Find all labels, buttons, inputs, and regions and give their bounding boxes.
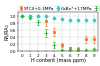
Legend: S7C4+0.3MPa, CaBe*+17MPa, 34CrMo4+900MPa: S7C4+0.3MPa, CaBe*+17MPa, 34CrMo4+900MPa — [18, 6, 100, 11]
X-axis label: H content (mass ppm): H content (mass ppm) — [31, 58, 85, 63]
Y-axis label: RA/RA₀: RA/RA₀ — [4, 23, 9, 40]
